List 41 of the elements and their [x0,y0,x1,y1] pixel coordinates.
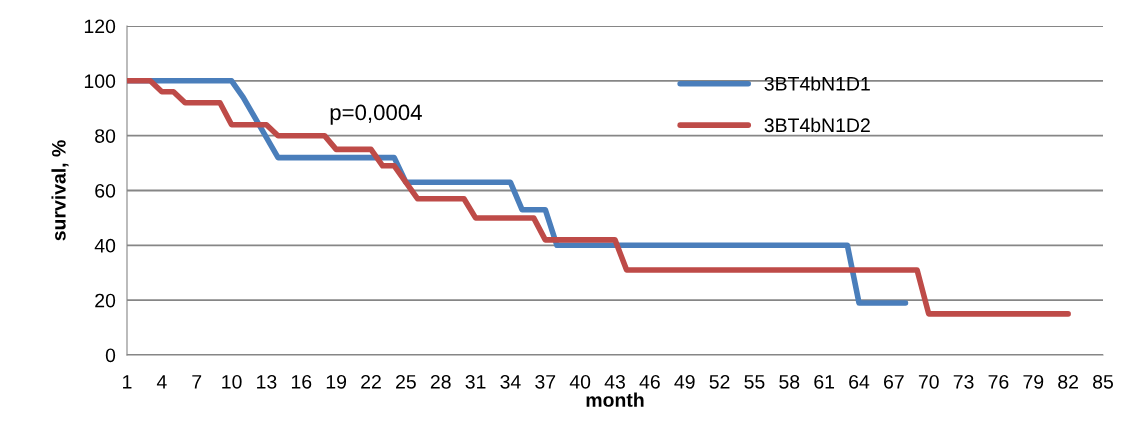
x-tick-label: 43 [604,374,625,389]
y-tick-label: 100 [84,74,116,89]
x-tick-label: 7 [192,375,202,389]
x-tick-label: 28 [430,374,451,389]
annotation: p=0,0004 [330,104,422,125]
legend-label: 3BT4bN1D1 [764,76,870,91]
y-tick-label: 60 [95,183,116,198]
x-tick-label: 58 [779,374,800,389]
y-tick-label: 20 [95,293,116,308]
y-tick-label: 80 [95,129,116,143]
x-tick-label: 13 [257,374,277,389]
x-tick-label: 55 [744,375,765,389]
y-axis-title: survival, % [51,140,69,241]
x-tick-label: 61 [814,374,835,389]
x-tick-label: 49 [674,374,695,389]
x-tick-label: 76 [988,374,1009,389]
x-tick-label: 85 [1093,374,1113,389]
x-tick-label: 82 [1058,374,1078,389]
y-tick-label: 0 [105,348,116,363]
legend-label: 3BT4bN1D2 [764,117,870,133]
x-tick-label: 25 [396,374,416,389]
x-tick-label: 1 [123,375,132,389]
x-tick-label: 73 [953,374,974,389]
x-tick-label: 10 [222,374,242,389]
x-tick-label: 52 [709,374,730,389]
x-tick-label: 22 [361,374,381,389]
y-tick-label: 40 [94,238,116,253]
x-tick-label: 19 [326,374,347,389]
x-tick-label: 67 [884,374,904,389]
x-tick-label: 34 [500,374,521,389]
x-tick-label: 70 [918,374,939,389]
x-tick-label: 79 [1023,374,1044,389]
x-tick-label: 37 [535,374,556,389]
x-tick-label: 31 [465,374,486,389]
x-tick-label: 46 [639,374,660,389]
y-tick-label: 120 [84,19,116,34]
x-tick-label: 64 [849,374,870,389]
x-tick-label: 16 [291,374,312,389]
x-tick-label: 40 [569,374,591,389]
x-tick-label: 4 [156,375,167,389]
x-axis-title: month [586,392,644,407]
